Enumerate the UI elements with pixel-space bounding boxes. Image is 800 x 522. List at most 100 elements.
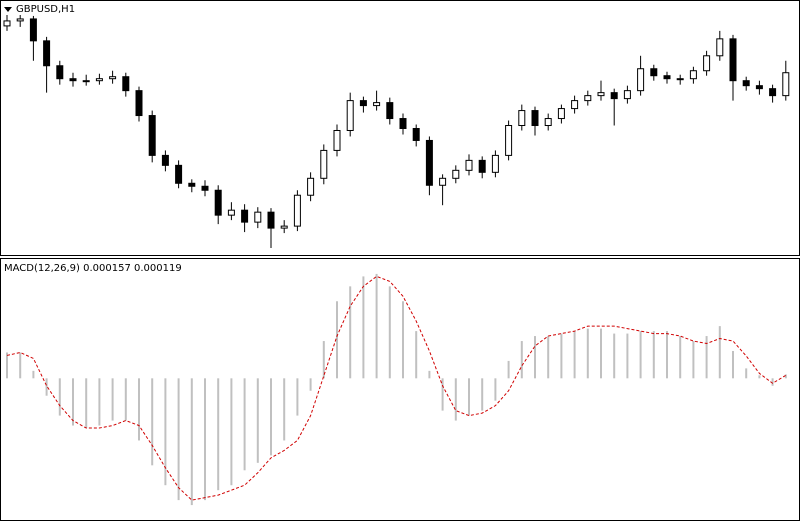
candle-body (755, 85, 763, 90)
histogram-bar (718, 326, 721, 379)
histogram-bar (256, 378, 259, 463)
histogram-bar (217, 378, 220, 491)
candle-body (320, 149, 328, 179)
histogram-bar (666, 331, 668, 379)
title-bg (15, 2, 75, 15)
histogram-bar (415, 331, 418, 379)
histogram-bar (428, 370, 431, 379)
histogram-bar (283, 378, 286, 441)
candle-body (109, 76, 117, 80)
histogram-bar (19, 352, 22, 379)
histogram-bar (468, 378, 470, 416)
histogram-bar (626, 333, 629, 379)
candle-body (584, 95, 592, 102)
marks (3, 13, 790, 506)
histogram-bar (98, 378, 101, 426)
histogram-bar (745, 368, 748, 379)
histogram-bar (771, 378, 774, 386)
histogram-bar (692, 341, 695, 379)
candle-body (267, 211, 275, 229)
histogram-bar (388, 286, 391, 379)
histogram-bar (349, 286, 352, 379)
candle-body (122, 76, 130, 92)
histogram-bar (402, 301, 404, 379)
candle-body (531, 110, 539, 127)
candle-body (769, 88, 777, 97)
candle-body (82, 80, 90, 83)
histogram-bar (758, 375, 761, 379)
histogram-bar (72, 378, 74, 426)
candle-body (386, 102, 394, 120)
candle-body (135, 90, 143, 117)
candle-body (597, 92, 605, 97)
histogram-bar (573, 331, 576, 379)
candle-body (148, 115, 156, 156)
signal-line (6, 275, 787, 501)
histogram-bar (613, 333, 616, 379)
histogram-bar (111, 378, 114, 421)
histogram-bar (322, 341, 325, 379)
candle-body (676, 78, 684, 81)
histogram-bar (547, 336, 550, 379)
histogram-bar (309, 378, 312, 391)
candle-body (16, 18, 24, 22)
histogram-bar (124, 378, 127, 421)
histogram-bar (270, 378, 272, 456)
candle-body (280, 225, 288, 229)
candle-body (505, 125, 513, 156)
candle-body (650, 68, 658, 77)
histogram-bar (507, 360, 510, 379)
candle-body (610, 92, 618, 100)
candle-body (557, 108, 565, 120)
histogram-bar (151, 378, 154, 466)
candle-body (518, 110, 526, 127)
candle-body (333, 129, 341, 151)
histogram-bar (586, 328, 589, 379)
candle-body (293, 194, 301, 227)
candle-body (29, 18, 37, 42)
histogram-bar (679, 336, 682, 379)
histogram-bar (45, 378, 48, 396)
candle-body (69, 78, 77, 82)
histogram-bar (85, 378, 88, 429)
candle-body (571, 100, 579, 110)
histogram-bar (6, 352, 8, 379)
candle-body (782, 72, 790, 97)
histogram-bar (138, 378, 140, 441)
candle-body (188, 182, 196, 187)
histogram-bar (190, 378, 193, 506)
candle-body (56, 65, 64, 80)
candle-body (689, 70, 697, 80)
histogram-bar (639, 331, 642, 379)
histogram-bar (481, 378, 484, 411)
histogram-bar (296, 378, 299, 416)
candle-body (359, 100, 367, 107)
candle-body (254, 211, 262, 223)
candle-body (373, 102, 381, 107)
candle-body (307, 177, 315, 196)
histogram-bar (454, 378, 457, 421)
candle-body (161, 154, 169, 166)
candle-body (478, 159, 486, 173)
histogram-bar (560, 333, 563, 379)
candle-body (465, 159, 473, 171)
histogram-bar (230, 378, 233, 486)
histogram-bar (705, 336, 708, 379)
histogram-bar (336, 301, 338, 379)
histogram-bar (520, 341, 523, 379)
candle-body (637, 68, 645, 92)
histogram-bar (534, 336, 536, 379)
candle-body (241, 209, 249, 223)
menu-icon (4, 7, 12, 12)
histogram-bar (732, 350, 734, 379)
candle-body (43, 40, 51, 67)
candle-body (227, 209, 235, 216)
histogram-bar (58, 378, 61, 416)
candle-body (491, 154, 499, 173)
histogram-bar (494, 378, 497, 401)
candle-body (412, 127, 420, 141)
candle-body (452, 169, 460, 179)
candle-body (703, 55, 711, 72)
